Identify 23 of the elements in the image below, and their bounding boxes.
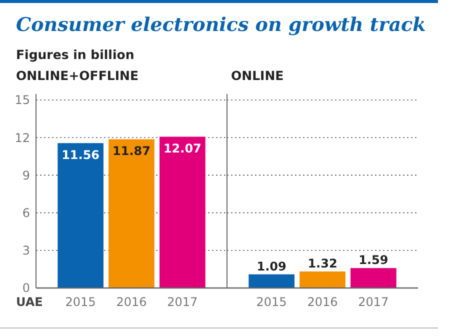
y-tick-label: 9 xyxy=(22,168,30,182)
text: ONLINE+OFFLINE xyxy=(16,68,138,83)
x-tick-label: 2015 xyxy=(256,295,287,309)
x-tick-label: 2017 xyxy=(167,295,198,309)
x-tick-label: 2016 xyxy=(307,295,338,309)
x-tick-label: 2016 xyxy=(116,295,147,309)
y-tick-label: 6 xyxy=(22,206,30,220)
data-label: 1.32 xyxy=(308,256,338,270)
x-tick-label: 2015 xyxy=(65,295,96,309)
chart-title: ONLINE xyxy=(231,68,284,83)
data-label: 1.59 xyxy=(358,253,388,268)
y-tick-label: 3 xyxy=(22,244,30,258)
chart-title: Consumer electronics on growth track xyxy=(16,14,426,36)
data-label: 1.09 xyxy=(256,259,286,274)
data-label: 11.87 xyxy=(112,144,150,158)
y-tick-label: 15 xyxy=(14,93,30,108)
y-tick-label: 12 xyxy=(14,130,30,145)
data-label: 12.07 xyxy=(163,142,202,156)
chart-subtitle: Figures in billion xyxy=(16,47,134,62)
x-tick-label: 2017 xyxy=(358,295,389,309)
text: UAE xyxy=(16,295,43,309)
y-tick-label: 0 xyxy=(22,281,30,296)
data-label: 11.56 xyxy=(62,148,100,162)
